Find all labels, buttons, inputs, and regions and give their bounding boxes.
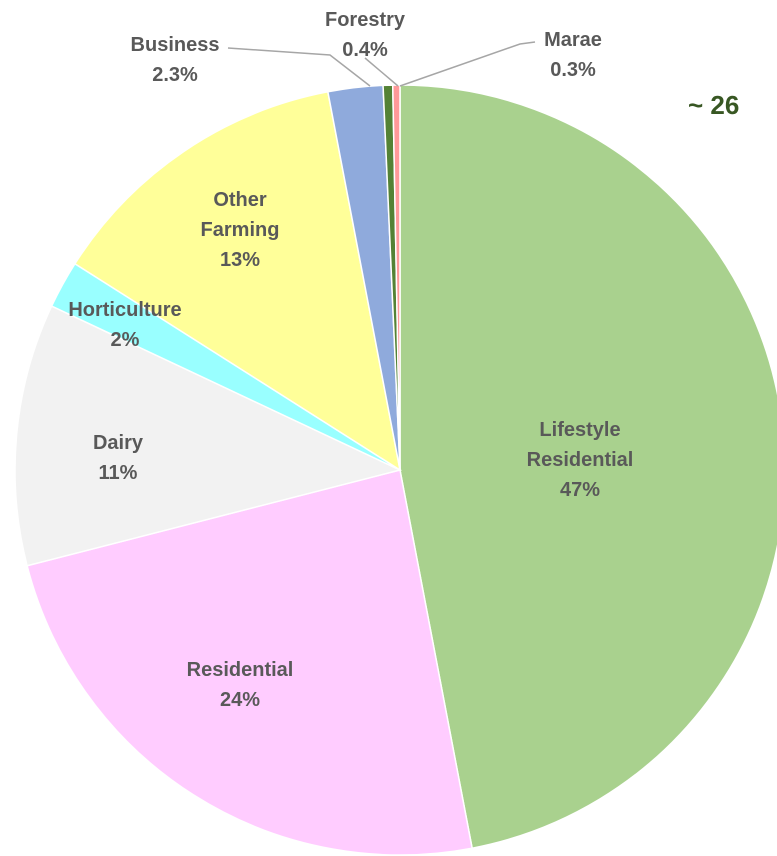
- value-label: 0.4%: [342, 39, 388, 61]
- slice-label: Forestry 0.4%: [305, 5, 425, 65]
- slice: [14, 305, 403, 567]
- category-label: Dairy: [92, 432, 144, 454]
- category-label: Horticulture: [68, 299, 182, 321]
- slice-label: Residential 24%: [180, 655, 300, 715]
- annotation: ~ 26: [688, 90, 740, 120]
- value-label: 24%: [219, 689, 261, 711]
- slice-label: Horticulture 2%: [45, 295, 205, 355]
- slice-label: Marae 0.3%: [513, 25, 633, 85]
- value-label: 11%: [98, 462, 138, 484]
- value-label: 0.3%: [550, 59, 596, 81]
- category-label: Lifestyle Residential: [526, 419, 634, 471]
- leader-line: [364, 57, 399, 87]
- slice-label: Business 2.3%: [115, 30, 235, 90]
- category-label: Residential: [186, 659, 294, 681]
- category-label: Forestry: [324, 9, 406, 31]
- slice: [26, 469, 474, 856]
- value-label: 47%: [559, 479, 601, 501]
- category-label: Marae: [544, 29, 602, 51]
- leader-line: [399, 41, 536, 87]
- slice-label: Dairy 11%: [58, 428, 178, 488]
- category-label: Other Farming: [200, 189, 280, 241]
- value-label: 13%: [219, 249, 261, 271]
- slice-label: Other Farming 13%: [180, 185, 300, 275]
- leader-line: [227, 47, 371, 87]
- slice: [399, 84, 777, 850]
- value-label: 2.3%: [152, 64, 198, 86]
- slice: [73, 90, 402, 472]
- category-label: Business: [130, 34, 220, 56]
- slice-label: Lifestyle Residential 47%: [520, 415, 640, 505]
- value-label: 2%: [110, 329, 140, 351]
